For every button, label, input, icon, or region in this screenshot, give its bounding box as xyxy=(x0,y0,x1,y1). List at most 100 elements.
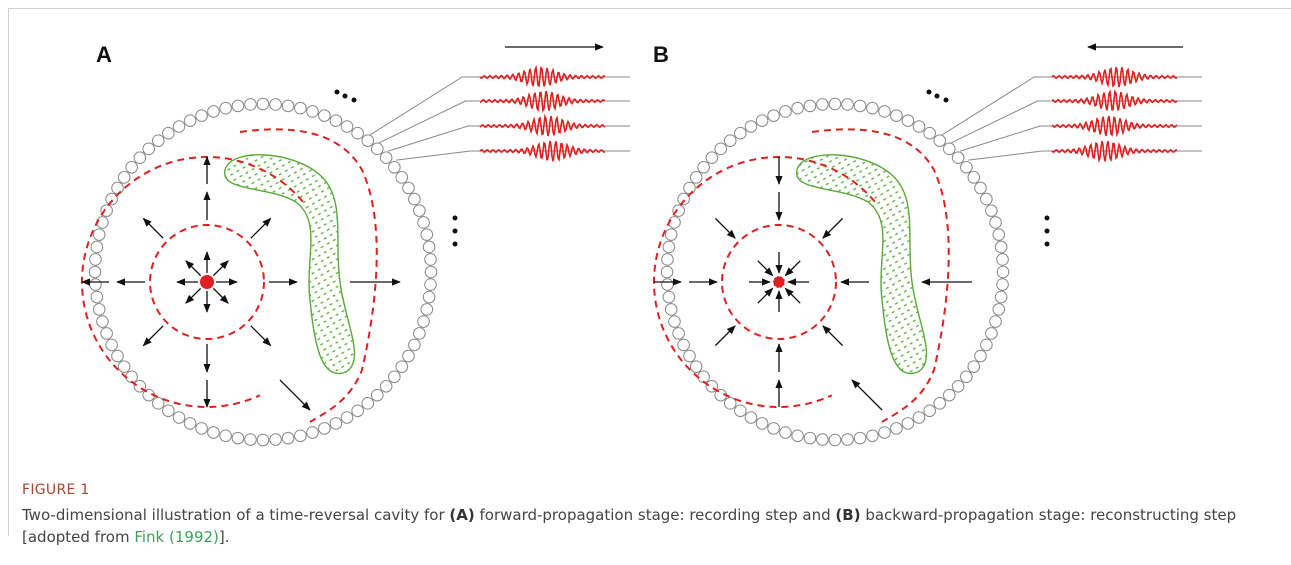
transducer xyxy=(669,316,681,328)
ellipsis-dot xyxy=(352,98,357,103)
transducer xyxy=(842,434,854,446)
arrow xyxy=(251,326,271,346)
transducer xyxy=(975,182,987,194)
medium xyxy=(797,155,927,374)
transducer xyxy=(97,217,109,229)
arrow xyxy=(143,218,163,238)
transducer xyxy=(425,266,437,278)
transducer xyxy=(152,135,164,147)
transducer xyxy=(282,432,294,444)
transducer xyxy=(756,115,768,127)
transducer xyxy=(91,241,103,253)
arrow xyxy=(186,288,201,303)
transducer xyxy=(163,127,175,139)
transducer xyxy=(981,193,993,205)
ellipsis-dot xyxy=(927,90,932,95)
transducer xyxy=(245,99,257,111)
transducer xyxy=(663,291,675,303)
transducer xyxy=(961,371,973,383)
transducer xyxy=(768,423,780,435)
caption-label: FIGURE 1 xyxy=(22,482,90,498)
transducer xyxy=(396,172,408,184)
focus xyxy=(773,276,785,288)
transducer xyxy=(307,106,319,118)
transducer xyxy=(330,115,342,127)
transducer xyxy=(913,121,925,133)
transducer xyxy=(975,350,987,362)
transducer xyxy=(295,102,307,114)
transducer xyxy=(425,254,437,266)
transducer xyxy=(270,434,282,446)
transducer xyxy=(934,398,946,410)
transducer xyxy=(380,152,392,164)
transducer xyxy=(143,143,155,155)
arrow xyxy=(823,218,843,238)
caption-segment: ]. xyxy=(219,528,230,546)
channel-line xyxy=(960,126,1202,151)
transducer xyxy=(134,152,146,164)
transducer xyxy=(396,361,408,373)
transducer xyxy=(208,106,220,118)
transducer xyxy=(745,412,757,424)
transducer xyxy=(380,380,392,392)
citation-link[interactable]: Fink (1992) xyxy=(134,528,219,546)
page: A B FIGURE 1 Two-dimensional illustratio… xyxy=(0,0,1291,565)
transducer xyxy=(792,102,804,114)
transducer xyxy=(93,304,105,316)
transducer xyxy=(924,405,936,417)
transducer xyxy=(208,427,220,439)
arrow xyxy=(213,288,228,303)
transducer xyxy=(270,99,282,111)
transducer xyxy=(118,172,130,184)
ellipsis-dot xyxy=(1045,242,1050,247)
ellipsis-dot xyxy=(1045,216,1050,221)
transducer xyxy=(995,241,1007,253)
transducer xyxy=(879,427,891,439)
transducer xyxy=(943,143,955,155)
arrow xyxy=(785,288,800,303)
transducer xyxy=(854,432,866,444)
transducer xyxy=(91,291,103,303)
caption-segment: Two-dimensional illustration of a time-r… xyxy=(22,506,449,524)
arrow xyxy=(213,261,228,276)
transducer xyxy=(829,434,841,446)
transducer xyxy=(220,102,232,114)
transducer xyxy=(257,98,269,110)
transducer xyxy=(854,100,866,112)
transducer xyxy=(662,279,674,291)
medium xyxy=(225,155,355,374)
transducer xyxy=(184,418,196,430)
transducer xyxy=(418,316,430,328)
transducer xyxy=(706,152,718,164)
transducer xyxy=(735,405,747,417)
caption-segment: (A) xyxy=(449,506,474,524)
arrow xyxy=(143,326,163,346)
transducer xyxy=(90,279,102,291)
transducer xyxy=(106,339,118,351)
transducer xyxy=(968,172,980,184)
transducer xyxy=(715,143,727,155)
transducer xyxy=(101,328,113,340)
transducer xyxy=(126,161,138,173)
transducer xyxy=(735,127,747,139)
ellipsis-dot xyxy=(453,242,458,247)
transducer xyxy=(662,254,674,266)
transducer xyxy=(990,217,1002,229)
transducer xyxy=(673,328,685,340)
transducer xyxy=(341,121,353,133)
transducer xyxy=(891,110,903,122)
channel-line xyxy=(388,126,630,151)
transducer xyxy=(952,380,964,392)
transducer xyxy=(995,291,1007,303)
figure-illustration: A B xyxy=(0,0,1291,470)
transducer xyxy=(842,99,854,111)
transducer xyxy=(891,423,903,435)
transducer xyxy=(698,161,710,173)
source xyxy=(200,275,214,289)
transducer xyxy=(990,316,1002,328)
transducer xyxy=(319,110,331,122)
caption-segment: (B) xyxy=(835,506,860,524)
transducer xyxy=(943,389,955,401)
transducer xyxy=(163,405,175,417)
transducer xyxy=(330,418,342,430)
